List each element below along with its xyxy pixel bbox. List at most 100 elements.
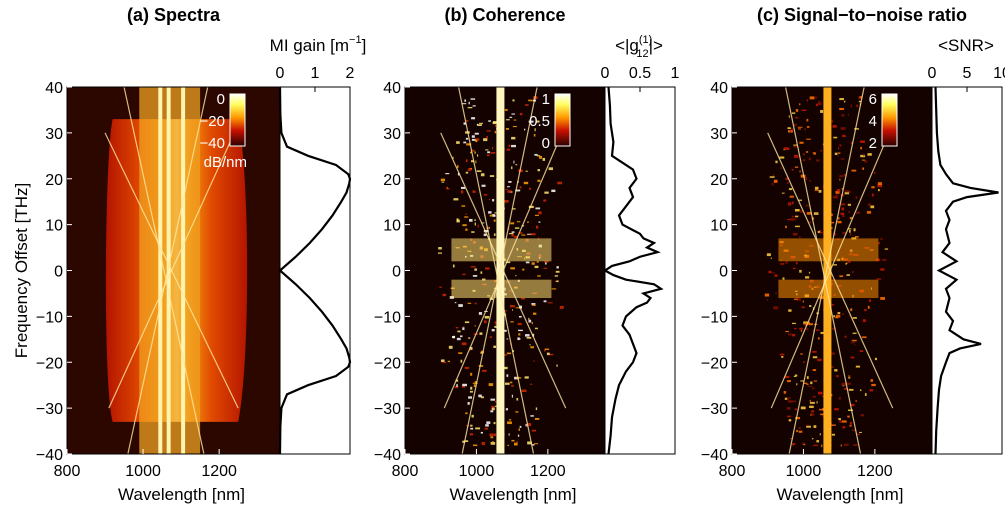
x-tick-label: 800 [392,463,419,480]
heatmap-cell [799,103,801,106]
soliton-trail [770,132,890,409]
colorbar-tick-label: 1 [542,91,550,108]
heatmap-cell [840,212,845,216]
heatmap-cell [489,433,494,437]
heatmap-cell [481,184,486,187]
heatmap-cell [869,389,874,392]
heatmap-cell [461,103,467,105]
heatmap-cell [462,224,467,227]
heatmap-cell [820,110,824,113]
heatmap-cell [809,179,811,182]
profile-curve [278,86,352,455]
profile-label-end: |> [649,36,663,55]
heatmap-cell [517,322,522,326]
heatmap-cell [798,426,801,429]
heatmap-cell [456,218,459,222]
pump-line [158,87,163,454]
heatmap-cell [471,160,475,163]
profile-label-end: ] [362,36,367,55]
heatmap-cell [526,423,532,427]
heatmap-cell [847,375,851,377]
heatmap-cell [493,433,497,436]
heatmap-cell [476,170,482,172]
heatmap-cell [464,440,469,442]
heatmap-cell [518,315,522,318]
heatmap-cell [483,233,487,237]
heatmap-cell [528,120,534,123]
y-tick-label: 0 [392,264,401,281]
heatmap-cell [534,214,539,217]
heatmap-cell [849,217,853,220]
heatmap-cell [854,236,859,238]
heatmap-cell [504,354,508,356]
profile-label: MI gain [m−1] [270,34,367,55]
heatmap-cell [821,395,825,397]
profile-frame [279,86,351,455]
soliton-trail [123,86,205,455]
heatmap-cell [530,383,533,385]
heatmap-cell [519,425,522,428]
heatmap-cell [792,267,796,270]
heatmap-cell [511,231,515,233]
heatmap-cell [791,168,794,171]
heatmap-cell [806,424,809,426]
heatmap-cell [771,182,774,186]
heatmap-cell [474,222,476,226]
heatmap-cell [805,177,807,180]
x-tick-label: 1200 [201,463,237,480]
heatmap-cell [791,112,796,114]
heatmap-cell [559,305,564,309]
heatmap-cell [806,118,809,122]
heatmap-cell [465,171,469,174]
heatmap-cell [483,194,488,196]
heatmap-cell [780,167,782,169]
heatmap-cell [451,336,456,339]
heatmap-cell [539,155,543,159]
heatmap-cell [460,335,463,338]
heatmap-cell [537,275,541,277]
colorbar-tick-label: 4 [869,113,877,130]
heatmap-cell [774,274,778,277]
heatmap-cell [785,225,787,229]
heatmap-cell [529,187,532,190]
heatmap-cell [815,104,818,107]
y-tick-label: 10 [710,218,728,235]
heatmap-cell [472,190,476,193]
heatmap-cell [556,266,559,269]
heatmap-cell [766,253,771,257]
heatmap-cell [527,233,533,235]
heatmap-cell [878,189,880,192]
pump-line [823,87,832,454]
heatmap-cell [813,152,816,155]
heatmap-cell [843,174,846,176]
heatmap-cell [440,359,445,363]
heatmap-cell [850,233,852,236]
heatmap-cell [512,99,515,102]
heatmap-cell [493,422,496,425]
panel-title: (c) Signal−to−noise ratio [757,5,967,25]
heatmap-cell [820,413,826,416]
profile-tick-label: 10 [993,65,1005,82]
heatmap-cell [445,173,450,175]
heatmap-cell [856,211,860,214]
heatmap-cell [851,169,857,172]
profile-tick-label: 1 [311,65,320,82]
heatmap-cell [854,128,859,130]
y-tick-label: 10 [45,218,63,235]
heatmap-cell [529,344,531,346]
heatmap-cell [843,100,846,103]
heatmap-cell [519,186,522,189]
heatmap-cell [474,302,477,305]
heatmap-cell [518,329,523,332]
heatmap-cell [461,385,465,388]
heatmap-cell [835,316,839,319]
heatmap-cell [842,231,846,235]
heatmap-cell [773,306,779,310]
heatmap-cell [853,444,858,447]
heatmap-cell [844,192,850,195]
heatmap-cell [467,302,472,304]
heatmap-cell [510,267,515,270]
heatmap-cell [511,234,515,237]
heatmap-cell [468,337,471,339]
heatmap-cell [797,126,803,128]
